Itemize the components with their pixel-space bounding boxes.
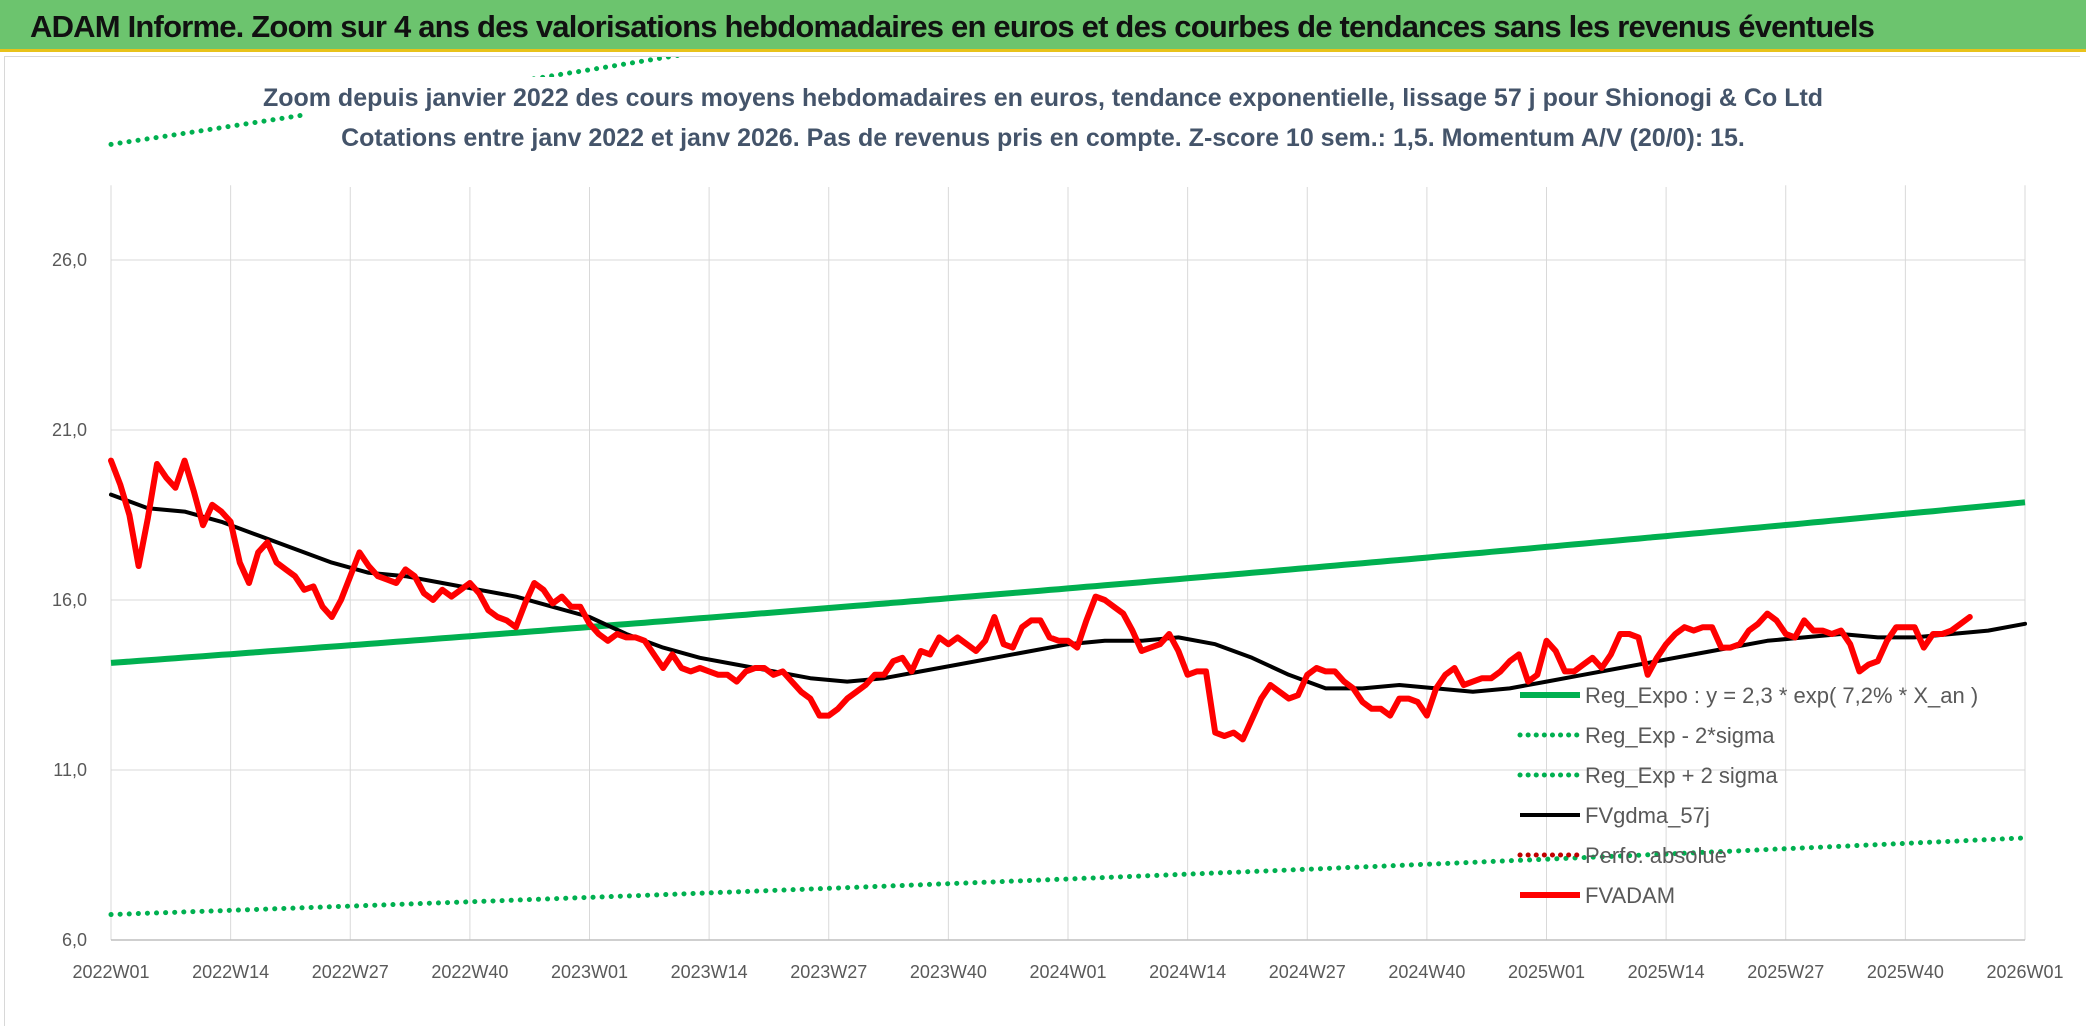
x-tick-label: 2025W27 bbox=[1747, 962, 1824, 982]
x-tick-label: 2023W27 bbox=[790, 962, 867, 982]
x-tick-label: 2022W40 bbox=[431, 962, 508, 982]
x-tick-label: 2025W40 bbox=[1867, 962, 1944, 982]
x-tick-label: 2022W01 bbox=[72, 962, 149, 982]
x-tick-label: 2026W01 bbox=[1986, 962, 2063, 982]
legend-label: FVgdma_57j bbox=[1585, 803, 1710, 828]
x-tick-label: 2024W01 bbox=[1029, 962, 1106, 982]
series-line bbox=[108, 457, 1973, 743]
chart-title: Zoom depuis janvier 2022 des cours moyen… bbox=[263, 84, 1823, 112]
x-tick-label: 2022W27 bbox=[312, 962, 389, 982]
report-title: ADAM Informe. Zoom sur 4 ans des valoris… bbox=[30, 9, 1875, 44]
line-chart: 2022W01 2022W14 2022W27 2022W40 2023W01 2023W… bbox=[5, 57, 2081, 1027]
y-tick-label: 26,0 bbox=[52, 250, 87, 270]
y-tick-label: 16,0 bbox=[52, 590, 87, 610]
legend-label: Reg_Exp - 2*sigma bbox=[1585, 723, 1775, 748]
y-tick-label: 11,0 bbox=[53, 760, 87, 780]
y-tick-label: 6,0 bbox=[62, 930, 87, 950]
legend-label: FVADAM bbox=[1585, 883, 1675, 908]
chart-frame: 2022W01 2022W14 2022W27 2022W40 2023W01 2023W… bbox=[4, 56, 2081, 1027]
series-line bbox=[110, 499, 2026, 666]
report-banner: ADAM Informe. Zoom sur 4 ans des valoris… bbox=[0, 0, 2086, 52]
title-backdrop bbox=[305, 77, 1780, 187]
x-tick-label: 2023W14 bbox=[671, 962, 748, 982]
chart-subtitle: Cotations entre janv 2022 et janv 2026. … bbox=[341, 124, 1745, 152]
x-tick-label: 2025W01 bbox=[1508, 962, 1585, 982]
x-tick-label: 2025W14 bbox=[1628, 962, 1705, 982]
series-line bbox=[108, 835, 2028, 917]
x-tick-label: 2023W40 bbox=[910, 962, 987, 982]
x-tick-label: 2024W14 bbox=[1149, 962, 1226, 982]
x-tick-label: 2024W27 bbox=[1269, 962, 1346, 982]
x-tick-label: 2024W40 bbox=[1388, 962, 1465, 982]
legend-label: Perfo. absolue bbox=[1585, 843, 1727, 868]
chart-series-layer bbox=[108, 57, 2028, 917]
chart-legend: Reg_Expo : y = 2,3 * exp( 7,2% * X_an ) R… bbox=[1517, 683, 1978, 908]
chart-axes: 2022W01 2022W14 2022W27 2022W40 2023W01 2023W… bbox=[52, 250, 2064, 982]
y-tick-label: 21,0 bbox=[52, 420, 87, 440]
x-tick-label: 2023W01 bbox=[551, 962, 628, 982]
x-tick-label: 2022W14 bbox=[192, 962, 269, 982]
legend-label: Reg_Expo : y = 2,3 * exp( 7,2% * X_an ) bbox=[1585, 683, 1978, 708]
legend-label: Reg_Exp + 2 sigma bbox=[1585, 763, 1778, 788]
